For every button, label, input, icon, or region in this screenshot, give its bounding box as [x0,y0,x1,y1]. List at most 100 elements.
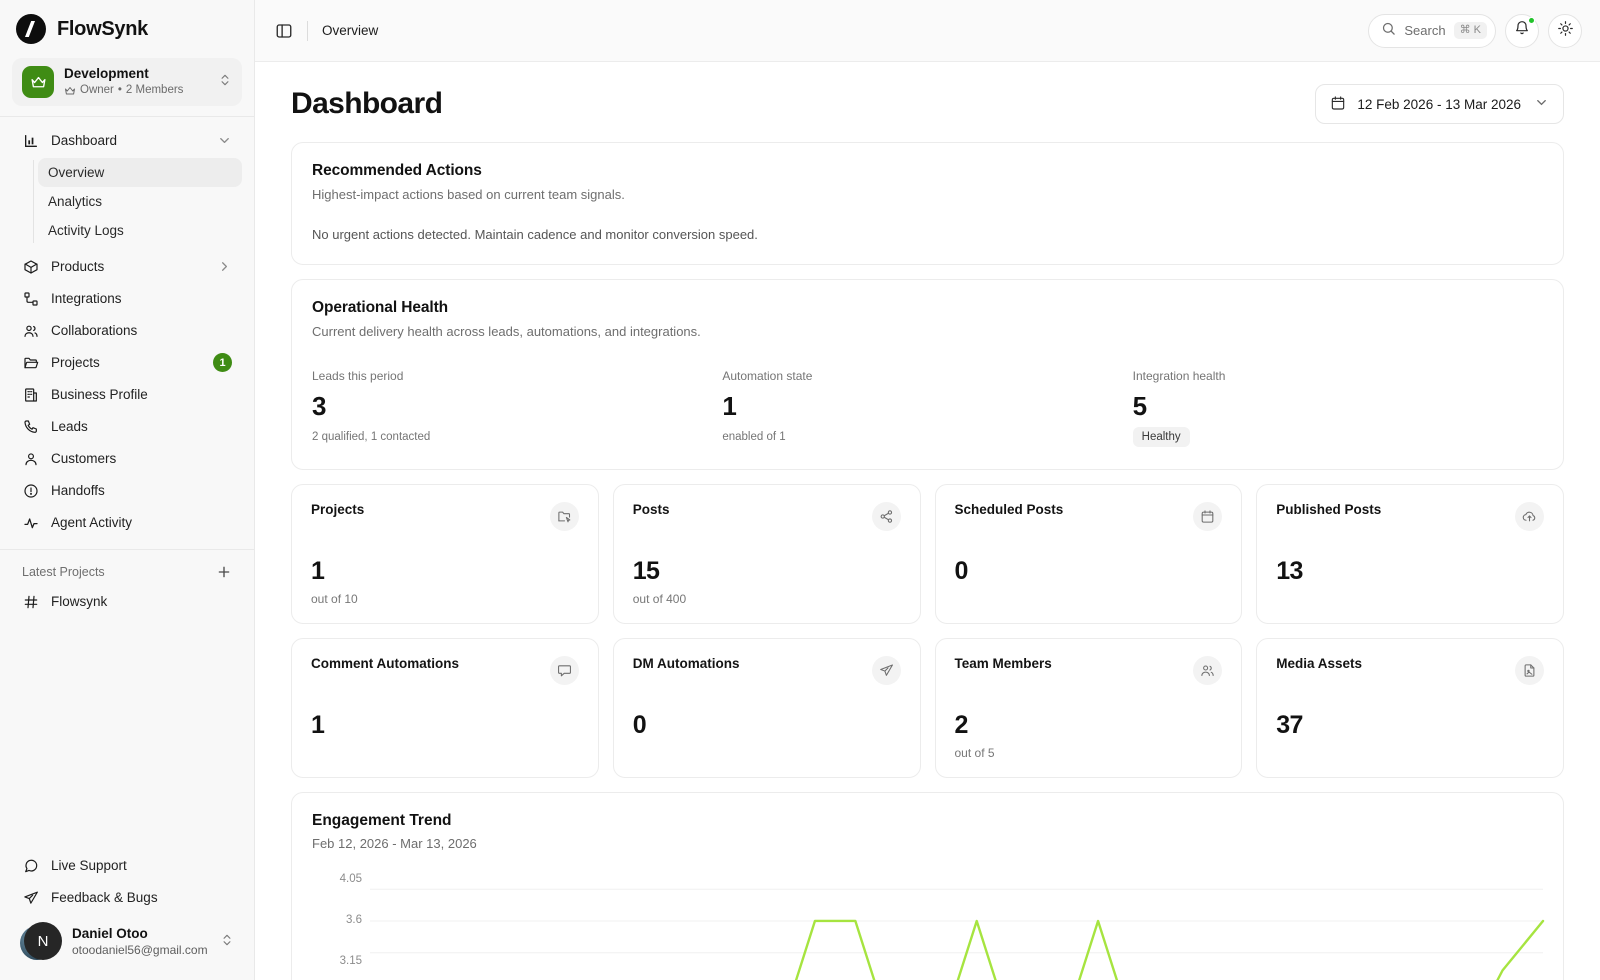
main-area: Overview Search ⌘ K [255,0,1600,980]
chevron-down-icon[interactable] [217,133,232,148]
sidebar-item-handoffs[interactable]: Handoffs [12,475,242,506]
workspace-separator: • [117,84,122,96]
sidebar-item-label: Collaborations [51,323,138,338]
search-placeholder: Search [1404,23,1446,38]
project-item-flowsynk[interactable]: Flowsynk [12,586,242,617]
stat-label: Media Assets [1276,656,1363,671]
recommended-actions-note: No urgent actions detected. Maintain cad… [312,227,758,242]
stat-label: Posts [632,502,670,517]
topbar: Overview Search ⌘ K [255,0,1600,62]
crown-small-icon [65,86,75,94]
engagement-trend-line-chart [370,873,1543,980]
stat-card-published-posts[interactable]: Published Posts 13 [1256,484,1564,624]
page-title: Dashboard [291,87,443,120]
theme-toggle-button[interactable] [1548,13,1582,48]
sidebar-item-overview[interactable]: Overview [38,158,242,187]
sidebar-subitem-label: Activity Logs [48,223,124,238]
sidebar-spacer [0,618,254,850]
comment-icon [549,656,579,685]
operational-health-subtitle: Current delivery health across leads, au… [312,324,701,339]
brand[interactable]: FlowSynk [0,0,254,56]
sidebar-item-products[interactable]: Products [12,251,242,282]
y-tick: 4.05 [339,873,362,885]
sidebar-item-dashboard[interactable]: Dashboard [12,125,242,156]
dashboard-subnav: Overview Analytics Activity Logs [12,158,242,245]
notifications-button[interactable] [1505,13,1539,48]
send-icon [22,889,39,906]
latest-projects-label: Latest Projects [22,565,105,579]
stat-card-media-assets[interactable]: Media Assets 37 [1256,638,1564,778]
users-icon [22,322,39,339]
sidebar-item-customers[interactable]: Customers [12,443,242,474]
add-project-button[interactable] [216,564,232,580]
breadcrumb[interactable]: Overview [322,23,379,38]
metric-value: 1 [722,391,737,421]
stat-value: 1 [311,557,325,585]
divider [0,116,254,117]
stats-grid-row-2: Comment Automations 1 DM Automations [291,638,1564,778]
sidebar-item-feedback-bugs[interactable]: Feedback & Bugs [12,882,242,913]
user-profile[interactable]: N Daniel Otoo otoodaniel56@gmail.com [12,914,242,972]
page-header: Dashboard 12 Feb 2026 - 13 Mar 2026 [291,62,1564,142]
calendar-icon [1330,95,1346,114]
sidebar-item-activity-logs[interactable]: Activity Logs [38,216,242,245]
sidebar-item-leads[interactable]: Leads [12,411,242,442]
sidebar-nav: Dashboard Overview Analytics Activity Lo… [0,117,254,539]
stat-sub: out of 400 [632,592,687,606]
activity-icon [22,514,39,531]
sidebar-item-label: Leads [51,419,88,434]
folder-icon [22,354,39,371]
sidebar-item-label: Projects [51,355,100,370]
search-input[interactable]: Search ⌘ K [1368,13,1496,48]
metric-value: 5 [1132,391,1147,421]
sidebar-subitem-label: Overview [48,165,105,180]
sidebar-item-agent-activity[interactable]: Agent Activity [12,507,242,538]
sidebar-item-integrations[interactable]: Integrations [12,283,242,314]
chevron-updown-icon[interactable] [220,933,234,952]
stats-grid-row-1: Projects 1 out of 10 Posts [291,484,1564,624]
workspace-switcher[interactable]: Development Owner • 2 Members [12,58,242,106]
avatar: N [20,922,62,962]
integrations-icon [22,290,39,307]
sidebar-item-label: Products [51,259,105,274]
sidebar-item-business-profile[interactable]: Business Profile [12,379,242,410]
metric-automation-state: Automation state 1 enabled of 1 [722,369,1132,447]
sidebar-subitem-label: Analytics [48,194,103,209]
stat-label: Published Posts [1276,502,1382,517]
project-item-label: Flowsynk [51,594,108,609]
latest-projects-header: Latest Projects [0,550,254,586]
flowsynk-logo-icon [16,14,46,44]
stat-card-team-members[interactable]: Team Members 2 out of 5 [934,638,1243,778]
chart-title: Engagement Trend [312,812,452,829]
y-tick: 3.6 [346,913,362,926]
date-range-label: 12 Feb 2026 - 13 Mar 2026 [1357,96,1521,112]
stat-card-scheduled-posts[interactable]: Scheduled Posts 0 [934,484,1243,624]
date-range-picker[interactable]: 12 Feb 2026 - 13 Mar 2026 [1315,84,1564,124]
sidebar-item-analytics[interactable]: Analytics [38,187,242,216]
message-circle-icon [22,857,39,874]
folder-pointer-icon [549,502,579,531]
sidebar-item-projects[interactable]: Projects 1 [12,347,242,378]
user-icon [22,450,39,467]
send-icon [871,656,901,685]
metric-value: 3 [312,391,326,421]
alert-octagon-icon [22,482,39,499]
calendar-icon [1193,502,1223,531]
stat-value: 15 [632,557,660,585]
chevron-right-icon[interactable] [217,259,232,274]
status-badge: Healthy [1132,427,1190,447]
panel-left-icon[interactable] [269,16,299,46]
sidebar-item-collaborations[interactable]: Collaborations [12,315,242,346]
stat-card-comment-automations[interactable]: Comment Automations 1 [291,638,599,778]
stat-card-posts[interactable]: Posts 15 out of 400 [612,484,921,624]
sidebar-item-live-support[interactable]: Live Support [12,850,242,881]
stat-card-dm-automations[interactable]: DM Automations 0 [612,638,921,778]
bell-icon [1514,20,1530,41]
chart-subtitle: Feb 12, 2026 - Mar 13, 2026 [312,836,477,851]
chart-area: 4.05 3.6 3.15 2.7 2.25 [312,873,1543,980]
stat-card-projects[interactable]: Projects 1 out of 10 [291,484,599,624]
stat-label: Comment Automations [311,656,459,671]
metric-foot: 2 qualified, 1 contacted [312,431,431,443]
recommended-actions-card: Recommended Actions Highest-impact actio… [291,142,1564,265]
workspace-name: Development [64,66,149,81]
